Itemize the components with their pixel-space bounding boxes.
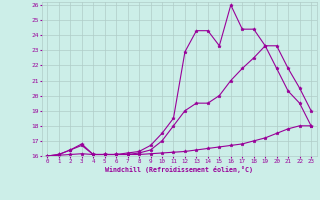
X-axis label: Windchill (Refroidissement éolien,°C): Windchill (Refroidissement éolien,°C) (105, 166, 253, 173)
